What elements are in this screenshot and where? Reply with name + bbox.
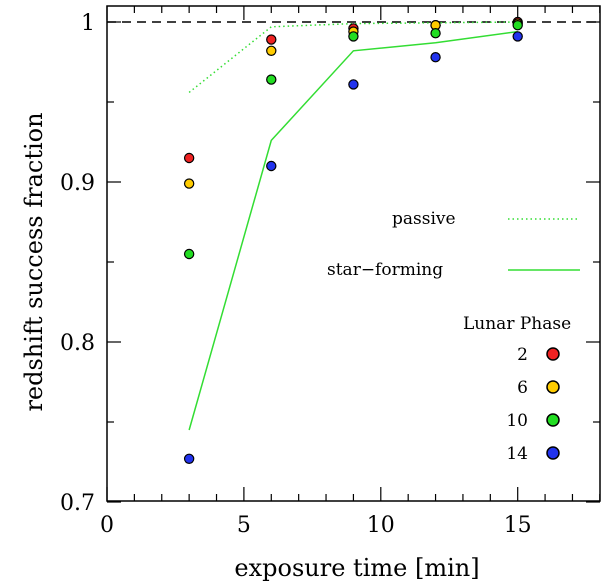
model-lines (188, 21, 518, 431)
point-phase-10 (512, 20, 523, 31)
legend: passive star−forming Lunar Phase 2 6 10 14 (327, 209, 580, 464)
legend-phase-marker (546, 347, 560, 361)
point-phase-10 (348, 31, 359, 42)
y-tick-label: 0.8 (60, 331, 95, 356)
y-axis-label: redshift success fraction (20, 112, 48, 411)
legend-label-star-forming: star−forming (327, 260, 443, 280)
point-phase-2 (183, 152, 195, 164)
legend-title: Lunar Phase (463, 314, 571, 334)
point-phase-10 (183, 248, 195, 260)
y-tick-label: 0.7 (60, 491, 95, 516)
point-phase-14 (183, 453, 195, 464)
point-phase-14 (512, 31, 523, 42)
legend-phase-label: 10 (506, 411, 528, 431)
x-tick-label: 0 (100, 513, 114, 538)
y-tick-label: 0.9 (60, 171, 95, 196)
legend-label-passive: passive (392, 209, 456, 229)
legend-phase-entries: 2 6 10 14 (506, 345, 560, 464)
y-tick-label: 1 (81, 11, 95, 36)
x-axis-label: exposure time [min] (234, 554, 479, 582)
legend-phase-marker (546, 380, 560, 394)
legend-phase-label: 14 (506, 444, 528, 464)
point-phase-10 (266, 74, 277, 85)
plot-frame (106, 5, 601, 502)
x-tick-label: 5 (237, 513, 251, 538)
x-tick-label: 15 (504, 513, 532, 538)
point-phase-6 (183, 178, 195, 189)
point-phase-14 (348, 79, 359, 90)
point-phase-10 (430, 28, 441, 39)
legend-phase-label: 6 (517, 378, 528, 398)
legend-phase-label: 2 (517, 345, 528, 365)
line-star-forming (188, 30, 518, 431)
legend-phase-marker (546, 413, 560, 427)
point-phase-2 (266, 34, 277, 45)
point-phase-14 (266, 160, 277, 172)
point-phase-6 (266, 45, 277, 57)
data-points (183, 16, 523, 464)
tick-labels: 0 5 10 15 0.7 0.8 0.9 1 (60, 11, 532, 538)
x-tick-label: 10 (367, 513, 395, 538)
point-phase-14 (430, 52, 441, 63)
legend-phase-marker (546, 446, 560, 460)
